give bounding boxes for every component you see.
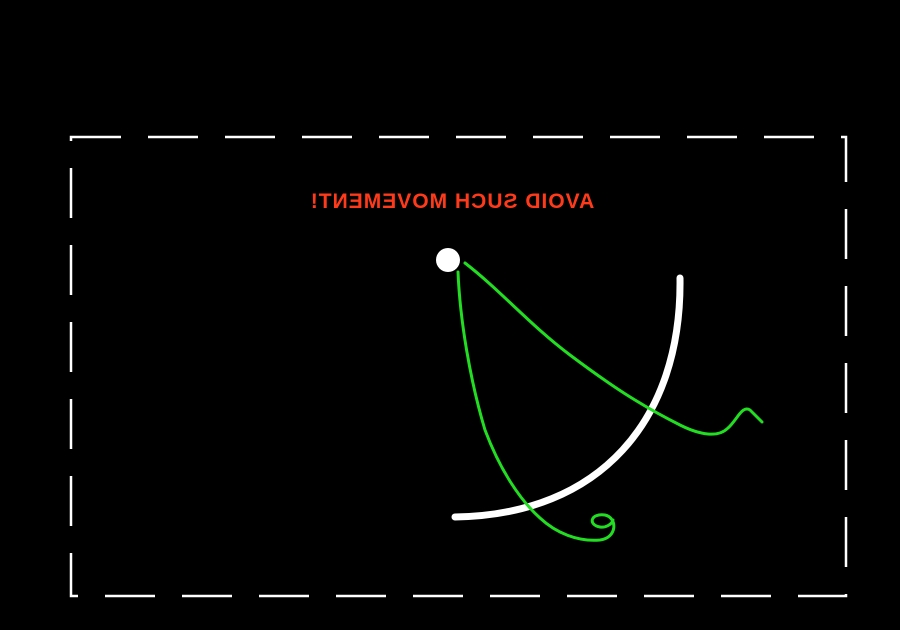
guide-arc <box>451 274 684 521</box>
warning-text: AVOID SUCH MOVEMENT! <box>310 190 594 213</box>
movement-path-lower <box>456 270 616 542</box>
dashed-frame <box>69 135 848 598</box>
start-dot <box>436 248 460 272</box>
movement-path-upper <box>463 261 764 436</box>
